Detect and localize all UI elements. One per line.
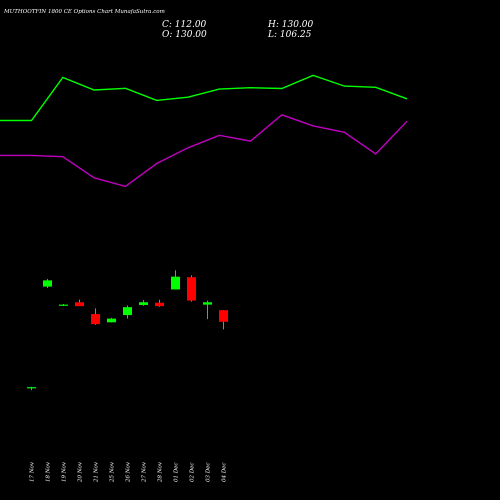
candle-body [219, 310, 228, 322]
candle-body [123, 307, 132, 316]
lower-indicator-line [0, 114, 408, 188]
chart-title: MUTHOOTFIN 1800 CE Options Chart MunafaS… [4, 9, 165, 15]
x-tick-label: 02 Dec [190, 463, 196, 483]
close-value: C: 112.00 [162, 20, 207, 30]
x-tick-label: 27 Nov [142, 461, 148, 483]
candles-layer [27, 270, 228, 391]
candle-body [107, 318, 116, 323]
x-tick-label: 18 Nov [46, 461, 52, 482]
candle-body [27, 387, 36, 389]
x-tick-label: 21 Nov [94, 461, 100, 483]
high-value: H: 130.00 [268, 20, 314, 30]
candle-body [43, 280, 52, 287]
x-tick-label: 17 Nov [30, 461, 36, 482]
upper-indicator-line [0, 74, 408, 122]
x-tick-label: 01 Dec [174, 463, 180, 483]
x-tick-label: 04 Dec [222, 463, 228, 483]
x-tick-label: 03 Dec [206, 463, 212, 483]
x-axis-labels: 17 Nov 18 Nov 19 Nov 20 Nov 21 Nov 25 Nov 26 N… [30, 461, 228, 483]
candle-body [59, 304, 68, 306]
candle-body [171, 276, 180, 290]
x-tick-label: 25 Nov [110, 461, 116, 483]
open-value: O: 130.00 [162, 30, 207, 40]
x-tick-label: 28 Nov [158, 461, 164, 483]
x-tick-label: 19 Nov [62, 461, 68, 482]
candle-body [203, 302, 212, 305]
candle-body [75, 302, 84, 307]
x-tick-label: 20 Nov [78, 461, 84, 483]
candle-body [155, 302, 164, 307]
candle-body [187, 277, 196, 301]
candle-body [91, 314, 100, 325]
low-value: L: 106.25 [268, 30, 312, 40]
candle-body [139, 302, 148, 305]
x-tick-label: 26 Nov [126, 461, 132, 483]
